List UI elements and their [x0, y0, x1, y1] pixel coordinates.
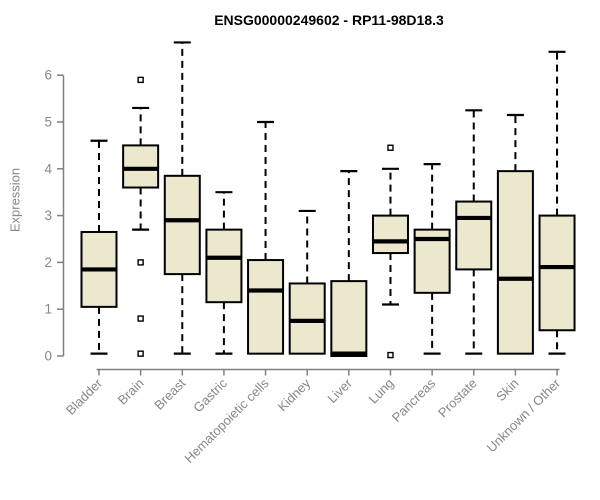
x-tick-label: Kidney [275, 375, 314, 414]
y-tick-label: 5 [44, 115, 52, 130]
box-brain [122, 76, 160, 357]
box-prostate [455, 109, 493, 355]
box-pancreas [413, 163, 451, 355]
y-tick-label: 6 [44, 68, 52, 83]
iqr-box [496, 170, 534, 355]
iqr-box [455, 200, 493, 271]
box-kidney [288, 209, 326, 355]
y-tick-label: 2 [44, 255, 52, 270]
x-tick-label: Brain [115, 376, 147, 408]
box-lung [371, 144, 409, 359]
box-hematopoietic-cells [247, 120, 285, 355]
x-tick-label: Prostate [435, 376, 480, 421]
outlier-point [387, 144, 394, 151]
iqr-box [538, 214, 576, 332]
x-tick-label: Skin [493, 376, 521, 404]
x-tick-label: Gastric [190, 375, 230, 415]
outlier-point [387, 351, 394, 359]
box-skin [496, 113, 534, 355]
y-axis: 0 1 2 3 4 5 6 [44, 68, 65, 364]
chart-title: ENSG00000249602 - RP11-98D18.3 [214, 12, 444, 28]
outlier-point [137, 350, 144, 357]
box-breast [163, 41, 201, 355]
x-tick-label: Liver [324, 375, 355, 406]
x-tick-label: Unknown / Other [484, 375, 564, 455]
y-tick-label: 4 [44, 161, 52, 176]
y-tick-label: 1 [44, 302, 52, 317]
iqr-box [163, 174, 201, 276]
outlier-point [137, 76, 144, 84]
x-tick-label: Bladder [63, 375, 106, 418]
x-tick-label: Lung [366, 376, 397, 407]
outlier-point [137, 315, 144, 322]
iqr-box [122, 144, 160, 189]
box-gastric [205, 191, 243, 355]
iqr-box [288, 282, 326, 355]
iqr-box [247, 259, 285, 355]
iqr-box [205, 228, 243, 304]
iqr-box [330, 280, 368, 357]
x-tick-label: Breast [151, 375, 188, 412]
y-tick-label: 0 [44, 349, 52, 364]
x-tick-label: Pancreas [389, 375, 439, 425]
box-bladder [80, 139, 118, 355]
iqr-box [371, 214, 409, 255]
box-liver [330, 170, 368, 357]
outlier-point [137, 259, 144, 266]
box-unknown-other [538, 50, 576, 355]
y-tick-label: 3 [44, 208, 52, 223]
